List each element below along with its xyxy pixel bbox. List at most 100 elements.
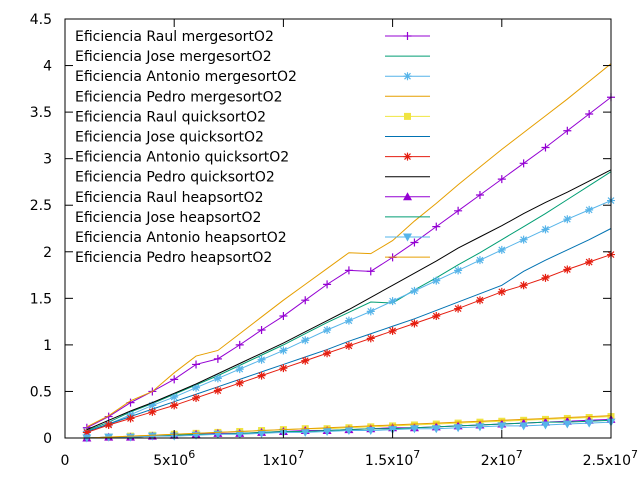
legend-entry: Eficiencia Raul mergesortO2 <box>75 29 430 45</box>
x-tick-label: 5x106 <box>153 448 195 469</box>
series-7 <box>82 250 615 437</box>
x-tick-label: 1.5x107 <box>365 448 420 469</box>
data-point <box>279 312 288 321</box>
data-point <box>454 206 463 215</box>
data-point <box>432 312 441 321</box>
data-point <box>540 421 550 430</box>
legend-label: Eficiencia Antonio mergesortO2 <box>75 69 297 85</box>
series-4 <box>86 63 612 428</box>
data-point <box>301 296 310 305</box>
data-point <box>409 425 419 434</box>
data-point <box>257 355 266 364</box>
y-tick-label: 4.5 <box>30 12 52 28</box>
data-point <box>235 340 244 349</box>
x-tick-label: 1x107 <box>262 448 304 469</box>
y-tick-label: 1 <box>43 338 52 354</box>
data-point <box>344 341 353 350</box>
legend-label: Eficiencia Jose heapsortO2 <box>75 210 261 226</box>
legend-entry: Eficiencia Pedro quicksortO2 <box>75 170 430 186</box>
y-tick-label: 0.5 <box>30 384 52 400</box>
legend-label: Eficiencia Antonio quicksortO2 <box>75 150 289 166</box>
data-point <box>432 276 441 285</box>
legend-label: Eficiencia Raul heapsortO2 <box>75 190 264 206</box>
y-tick-label: 4 <box>43 59 52 75</box>
series-line <box>86 63 612 428</box>
legend-label: Eficiencia Pedro quicksortO2 <box>75 170 275 186</box>
data-point <box>344 266 353 275</box>
data-point <box>585 109 594 118</box>
data-point <box>497 175 506 184</box>
legend-label: Eficiencia Raul mergesortO2 <box>75 29 274 45</box>
data-point <box>563 265 572 274</box>
x-tick-label: 0 <box>61 453 70 469</box>
data-point <box>388 326 397 335</box>
data-point <box>366 267 375 276</box>
data-point <box>541 225 550 234</box>
data-point <box>170 401 179 410</box>
data-point <box>301 336 310 345</box>
data-point <box>192 383 201 392</box>
data-point <box>213 354 222 363</box>
data-point <box>519 235 528 244</box>
data-point <box>541 273 550 282</box>
data-point <box>257 325 266 334</box>
data-point <box>366 334 375 343</box>
legend-entry: Eficiencia Jose mergesortO2 <box>75 49 430 65</box>
data-point <box>279 364 288 373</box>
series-3 <box>82 196 615 436</box>
data-point <box>519 159 528 168</box>
data-point <box>475 256 484 265</box>
data-point <box>475 190 484 199</box>
data-point <box>410 319 419 328</box>
legend-label: Eficiencia Pedro heapsortO2 <box>75 250 272 266</box>
legend-marker <box>403 72 412 81</box>
legend: Eficiencia Raul mergesortO2 Eficiencia Jo… <box>75 29 430 266</box>
data-point <box>104 420 113 429</box>
axis-layer: 0 0.5 1 1.5 2 2.5 3 3.5 4 4.5 0 5x106 1x107 1.5x107 2x… <box>30 12 638 469</box>
x-tick-label: 2x107 <box>481 448 523 469</box>
legend-entry: Eficiencia Jose heapsortO2 <box>75 210 430 226</box>
legend-marker <box>404 112 411 120</box>
data-point <box>213 386 222 395</box>
y-tick-label: 2 <box>43 245 52 261</box>
data-point <box>563 215 572 224</box>
data-point <box>497 245 506 254</box>
data-point <box>235 430 245 439</box>
data-point <box>192 360 201 369</box>
data-point <box>323 325 332 334</box>
data-point <box>431 425 441 434</box>
data-point <box>213 374 222 383</box>
legend-marker <box>403 192 412 201</box>
data-point <box>475 296 484 305</box>
data-point <box>497 422 507 431</box>
legend-label: Eficiencia Jose mergesortO2 <box>75 49 272 65</box>
legend-marker <box>403 32 412 40</box>
data-point <box>584 419 594 428</box>
data-point <box>323 349 332 358</box>
data-point <box>148 407 157 416</box>
legend-entry: Eficiencia Raul heapsortO2 <box>75 190 430 206</box>
data-point <box>388 297 397 306</box>
legend-entry: Eficiencia Antonio mergesortO2 <box>75 69 430 85</box>
y-tick-label: 3 <box>43 152 52 168</box>
y-tick-label: 1.5 <box>30 291 52 307</box>
legend-label: Eficiencia Jose quicksortO2 <box>75 130 264 146</box>
data-point <box>170 375 179 384</box>
data-point <box>82 428 91 437</box>
legend-label: Eficiencia Raul quicksortO2 <box>75 109 266 125</box>
data-point <box>563 126 572 135</box>
y-tick-label: 2.5 <box>30 198 52 214</box>
data-point <box>257 371 266 380</box>
series-8 <box>86 169 612 431</box>
data-point <box>366 307 375 316</box>
data-point <box>366 427 376 436</box>
legend-entry: Eficiencia Jose quicksortO2 <box>75 130 430 146</box>
legend-entry: Eficiencia Pedro heapsortO2 <box>75 250 430 266</box>
data-point <box>519 422 529 431</box>
data-point <box>585 205 594 214</box>
x-tick-label: 2.5x107 <box>583 448 638 469</box>
data-point <box>432 222 441 231</box>
data-point <box>170 393 179 402</box>
data-point <box>257 429 267 438</box>
legend-marker <box>403 233 412 242</box>
